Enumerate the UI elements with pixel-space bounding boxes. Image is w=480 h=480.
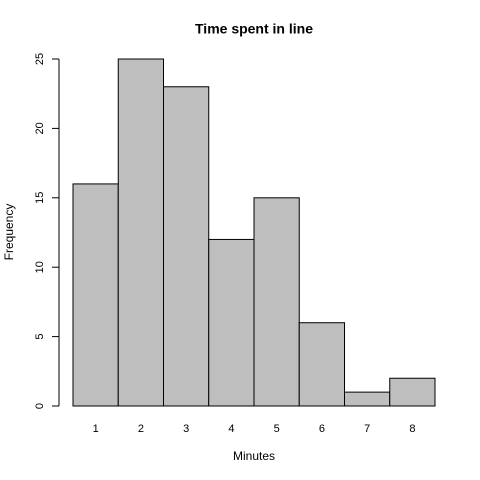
bar bbox=[253, 197, 300, 407]
x-tick-label: 3 bbox=[183, 423, 189, 435]
x-tick-label: 8 bbox=[409, 423, 415, 435]
y-tick-label: 0 bbox=[34, 403, 46, 409]
y-tick-label: 25 bbox=[34, 53, 46, 65]
y-axis-label: Frequency bbox=[2, 204, 16, 261]
bar bbox=[72, 183, 119, 407]
bar bbox=[389, 377, 436, 407]
bar bbox=[208, 238, 255, 407]
y-tick-label: 15 bbox=[34, 192, 46, 204]
y-tick-label: 5 bbox=[34, 334, 46, 340]
x-tick-label: 4 bbox=[228, 423, 234, 435]
x-tick-label: 6 bbox=[319, 423, 325, 435]
bar bbox=[163, 86, 210, 407]
bar bbox=[344, 391, 391, 407]
x-tick-label: 2 bbox=[138, 423, 144, 435]
x-tick-label: 7 bbox=[364, 423, 370, 435]
chart-title: Time spent in line bbox=[195, 21, 313, 37]
x-tick-label: 5 bbox=[274, 423, 280, 435]
bar bbox=[117, 58, 164, 407]
y-tick-label: 20 bbox=[34, 122, 46, 134]
x-tick-label: 1 bbox=[93, 423, 99, 435]
y-tick-label: 10 bbox=[34, 261, 46, 273]
x-axis-label: Minutes bbox=[233, 449, 275, 463]
bar bbox=[298, 322, 345, 407]
